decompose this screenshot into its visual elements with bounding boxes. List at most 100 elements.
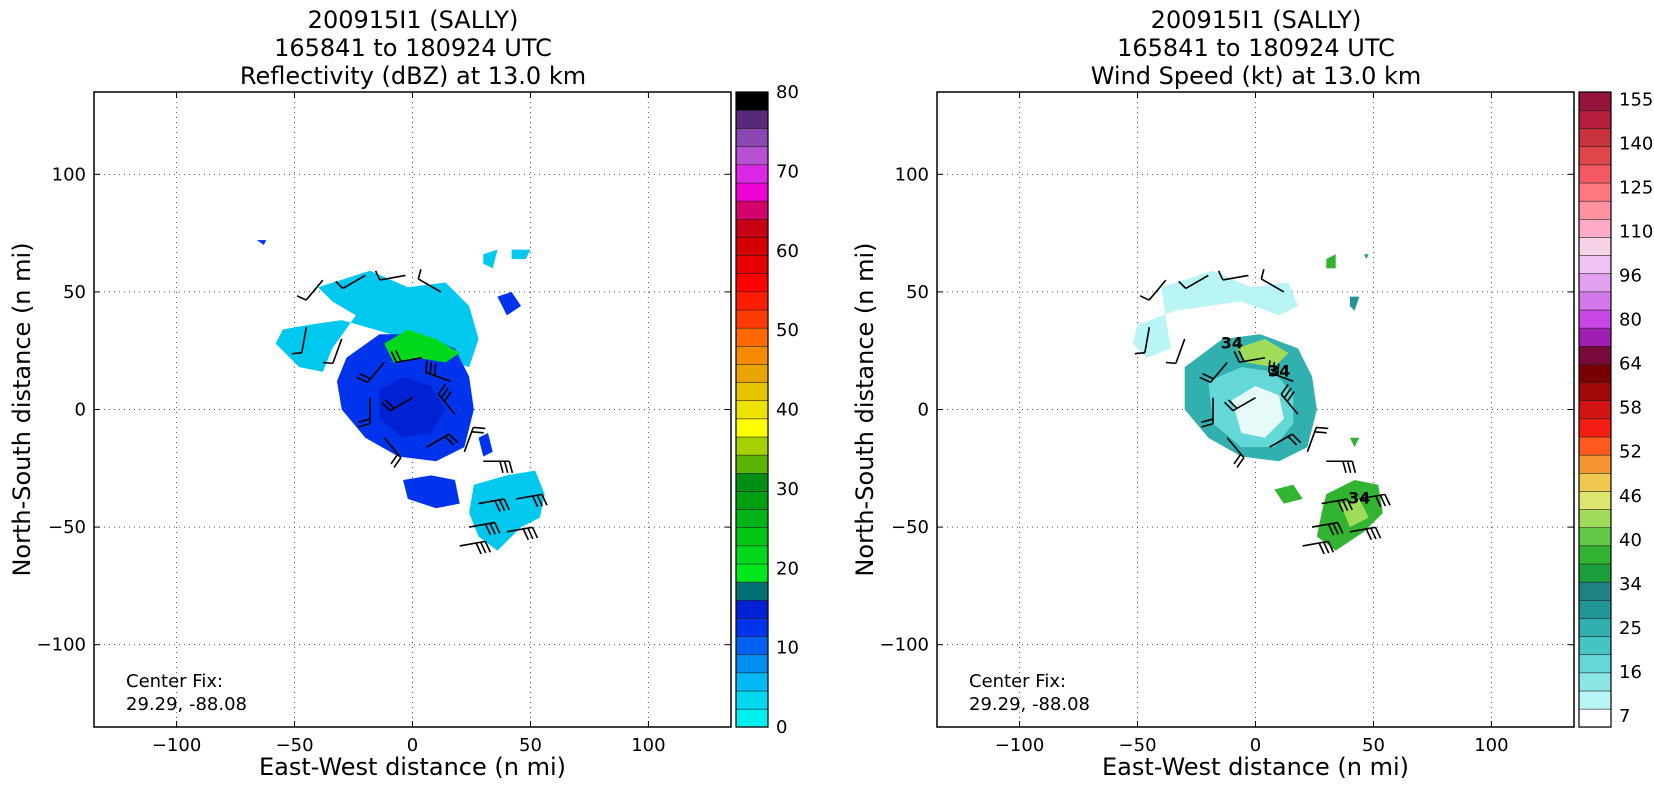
wind-barb (483, 460, 514, 474)
echo-region (1340, 498, 1369, 528)
wind-barb-feather (1365, 528, 1373, 541)
wind-barb (1280, 383, 1299, 415)
x-tick-label: 100 (1474, 735, 1508, 756)
wind-barb (463, 426, 486, 453)
colorbar-swatch (1578, 436, 1612, 456)
wind-barb-feather (1283, 387, 1292, 399)
wind-barb-feather (1201, 418, 1214, 423)
colorbar-tick-label: 110 (1619, 221, 1653, 242)
wind-barb-feather (1227, 399, 1238, 409)
colorbar-tick-label: 64 (1619, 354, 1642, 375)
wind-barb-feather (484, 541, 492, 553)
wind-barb-feather (1337, 522, 1344, 534)
colorbar-swatch (1578, 200, 1612, 220)
colorbar-swatch (735, 472, 769, 492)
colorbar-swatch (735, 490, 769, 510)
wind-barb-feather (429, 361, 433, 375)
y-tick-label: 0 (75, 400, 86, 421)
wind-barb-staff (1148, 279, 1167, 301)
wind-barb (390, 350, 423, 364)
colorbar-frame (735, 91, 769, 728)
wind-barb (417, 269, 442, 293)
wind-barb-feather (1236, 457, 1245, 468)
colorbar-swatch (735, 236, 769, 256)
wind-barb-feather (356, 376, 368, 384)
wind-barb (437, 383, 456, 415)
panel-1: 200915I1 (SALLY)165841 to 180924 UTCRefl… (8, 6, 799, 781)
wind-barb-feather (393, 457, 402, 468)
colorbar-swatch (1578, 454, 1612, 474)
colorbar-tick-label: 30 (776, 479, 799, 500)
colorbar-swatch (735, 545, 769, 565)
colorbar-swatch (735, 708, 769, 728)
echo-region (511, 249, 531, 259)
wind-barb-feather (291, 351, 302, 355)
wind-barb (1268, 360, 1294, 383)
wind-barb-feather (531, 526, 539, 539)
colorbar-swatch (1578, 109, 1612, 129)
echo-region (1132, 270, 1298, 358)
center-fix-text: Center Fix: (126, 671, 223, 692)
colorbar: 7 16 25 34 40 46 52 58 64 80 96 110 125 140 155 (1578, 89, 1653, 728)
wind-barb (1311, 521, 1344, 536)
wind-barb (1223, 397, 1256, 412)
colorbar-tick-label: 80 (776, 82, 799, 103)
wind-barb (1349, 526, 1382, 541)
wind-barb-feather (359, 372, 371, 380)
colorbar-swatch (735, 345, 769, 365)
colorbar-tick-label: 96 (1619, 266, 1642, 287)
colorbar-tick-label: 7 (1619, 706, 1630, 727)
chart-title-line: 165841 to 180924 UTC (1117, 34, 1395, 62)
wind-barb-staff (1175, 338, 1186, 364)
chart-title-line: Wind Speed (kt) at 13.0 km (1091, 62, 1422, 90)
wind-barb-feather (374, 270, 381, 281)
wind-barb-feather (1384, 494, 1391, 506)
colorbar-swatch (735, 527, 769, 547)
x-tick-label: 50 (519, 735, 542, 756)
panel-2: 200915I1 (SALLY)165841 to 180924 UTCWind… (851, 6, 1653, 781)
contour-label: 34 (1348, 489, 1370, 508)
wind-barb-staff (342, 274, 366, 290)
wind-barb-feather (390, 453, 399, 465)
wind-barb-feather (395, 350, 402, 362)
colorbar-swatch (735, 654, 769, 674)
wind-barb-feather (1322, 541, 1330, 554)
y-tick-label: −50 (48, 517, 86, 538)
wind-barb (1217, 270, 1249, 281)
wind-barb-feather (1327, 523, 1335, 536)
wind-barb (1269, 433, 1302, 448)
colorbar-swatch (735, 363, 769, 383)
wind-barb (291, 327, 308, 355)
colorbar-swatch (1578, 490, 1612, 510)
wind-barb-staff (1144, 327, 1151, 353)
wind-barb-feather (1202, 372, 1214, 380)
echo-region (384, 329, 460, 363)
echo-region (256, 240, 267, 245)
wind-barb-feather (440, 387, 449, 399)
wind-barb (1326, 460, 1357, 474)
wind-barb-feather (1276, 363, 1280, 376)
wind-barb-staff (305, 279, 324, 301)
colorbar-swatch (735, 454, 769, 474)
colorbar-swatch (735, 327, 769, 347)
echo-region (1349, 296, 1360, 311)
colorbar-tick-label: 25 (1619, 618, 1642, 639)
colorbar-swatch (1578, 400, 1612, 420)
wind-barb-feather (498, 499, 506, 512)
wind-barb-feather (1139, 295, 1150, 301)
x-tick-label: −50 (276, 735, 314, 756)
wind-barb (506, 526, 539, 541)
wind-barb (425, 360, 451, 383)
wind-barb-feather (1318, 542, 1325, 555)
colorbar-swatch (735, 218, 769, 238)
colorbar-swatch (735, 672, 769, 692)
wind-barb-staff (332, 338, 343, 364)
wind-barb-feather (479, 541, 487, 554)
wind-barb-feather (425, 360, 428, 373)
wind-barb-feather (536, 494, 544, 507)
wind-barb-feather (1280, 383, 1289, 395)
x-tick-label: −100 (995, 735, 1044, 756)
y-tick-label: 100 (895, 164, 929, 185)
colorbar-tick-label: 50 (776, 320, 799, 341)
